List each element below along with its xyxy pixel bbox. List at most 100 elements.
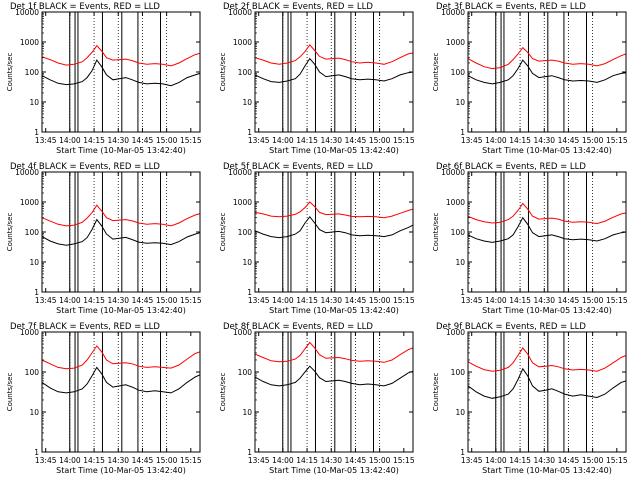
detector-panel: Det 2f BLACK = Events, RED = LLD 1 10 100 10… [219,2,415,155]
y-tick-label: 10 [242,258,252,267]
x-axis-label: Start Time (10-Mar-05 13:42:40) [56,466,186,475]
lld-series-line [467,347,627,372]
y-tick-label: 100 [451,368,466,377]
x-tick-label: 15:00 [582,296,604,305]
x-tick-label: 14:00 [272,456,294,465]
x-tick-label: 15:00 [369,296,391,305]
events-series-line [254,57,414,83]
x-tick-label: 14:00 [272,136,294,145]
y-tick-label: 10000 [15,168,39,177]
panel-title: Det 2f BLACK = Events, RED = LLD [223,2,373,12]
lld-series-line [254,201,414,219]
x-axis-label: Start Time (10-Mar-05 13:42:40) [56,146,186,155]
x-axis-label: Start Time (10-Mar-05 13:42:40) [482,146,612,155]
x-tick-label: 14:15 [296,136,318,145]
x-tick-label: 14:30 [533,296,555,305]
y-tick-label: 1 [460,288,465,297]
x-axis-label: Start Time (10-Mar-05 13:42:40) [482,466,612,475]
x-tick-label: 15:00 [582,136,604,145]
y-axis-label: Counts/sec [6,213,14,252]
y-axis-label: Counts/sec [219,213,227,252]
x-tick-label: 15:15 [393,136,415,145]
y-tick-label: 100 [238,368,253,377]
panel-title: Det 7f BLACK = Events, RED = LLD [10,322,160,332]
y-tick-label: 10 [242,408,252,417]
x-tick-label: 15:15 [606,456,628,465]
x-tick-label: 14:15 [83,136,105,145]
panel-title: Det 8f BLACK = Events, RED = LLD [223,322,373,332]
x-tick-label: 14:15 [296,456,318,465]
x-tick-label: 14:45 [132,456,154,465]
x-tick-label: 14:30 [533,136,555,145]
x-tick-label: 14:45 [558,136,580,145]
y-tick-label: 10000 [228,168,252,177]
y-tick-label: 1 [460,128,465,137]
x-tick-label: 14:00 [485,456,507,465]
x-tick-label: 15:15 [180,136,202,145]
y-tick-label: 10000 [15,8,39,17]
x-axis-label: Start Time (10-Mar-05 13:42:40) [56,306,186,315]
y-axis-label: Counts/sec [432,373,440,412]
panel-title: Det 9f BLACK = Events, RED = LLD [436,322,586,332]
plot-frame [41,11,201,133]
x-tick-label: 15:15 [180,296,202,305]
x-tick-label: 15:00 [369,456,391,465]
y-tick-label: 100 [25,68,40,77]
plot-frame [467,331,627,453]
x-axis-label: Start Time (10-Mar-05 13:42:40) [269,306,399,315]
x-tick-label: 14:45 [345,296,367,305]
x-tick-label: 13:45 [248,296,270,305]
x-tick-label: 13:45 [35,456,57,465]
lld-series-line [254,44,414,65]
y-tick-label: 10000 [441,8,465,17]
plot-frame [41,171,201,293]
y-tick-label: 100 [451,68,466,77]
x-axis-label: Start Time (10-Mar-05 13:42:40) [269,146,399,155]
x-tick-label: 13:45 [461,296,483,305]
detector-panel: Det 4f BLACK = Events, RED = LLD 1 10 100 10… [6,162,202,315]
y-axis-label: Counts/sec [432,213,440,252]
x-tick-label: 14:15 [83,456,105,465]
x-tick-label: 14:45 [345,456,367,465]
y-tick-label: 10 [455,98,465,107]
x-tick-label: 14:00 [272,296,294,305]
x-tick-label: 14:15 [509,296,531,305]
plot-frame [41,331,201,453]
events-series-line [41,218,201,246]
x-tick-label: 14:30 [107,296,129,305]
y-tick-label: 1000 [446,328,465,337]
lld-series-line [41,204,201,227]
y-tick-label: 1000 [233,38,252,47]
x-axis-label: Start Time (10-Mar-05 13:42:40) [269,466,399,475]
detector-panel: Det 6f BLACK = Events, RED = LLD 1 10 100 10… [432,162,628,315]
y-axis-label: Counts/sec [6,53,14,92]
x-tick-label: 14:15 [296,296,318,305]
plot-frame [254,331,414,453]
y-tick-label: 1 [34,288,39,297]
x-tick-label: 14:15 [509,456,531,465]
detector-panel: Det 1f BLACK = Events, RED = LLD 1 10 100 10… [6,2,202,155]
x-tick-label: 14:00 [485,296,507,305]
x-axis-label: Start Time (10-Mar-05 13:42:40) [482,306,612,315]
y-tick-label: 10000 [228,8,252,17]
lld-series-line [41,345,201,370]
detector-panel: Det 3f BLACK = Events, RED = LLD 1 10 100 10… [432,2,628,155]
x-tick-label: 14:00 [485,136,507,145]
x-tick-label: 14:00 [59,456,81,465]
events-series-line [254,215,414,239]
x-tick-label: 15:00 [369,136,391,145]
x-tick-label: 14:45 [132,136,154,145]
y-tick-label: 10 [455,408,465,417]
lld-series-line [41,44,201,67]
plot-frame [467,11,627,133]
y-tick-label: 1 [247,288,252,297]
y-axis-label: Counts/sec [6,373,14,412]
x-tick-label: 14:45 [345,136,367,145]
panel-title: Det 4f BLACK = Events, RED = LLD [10,162,160,172]
x-tick-label: 14:45 [558,456,580,465]
events-series-line [41,366,201,394]
x-tick-label: 14:30 [320,296,342,305]
x-tick-label: 13:45 [35,296,57,305]
x-tick-label: 15:15 [180,456,202,465]
y-tick-label: 100 [25,228,40,237]
